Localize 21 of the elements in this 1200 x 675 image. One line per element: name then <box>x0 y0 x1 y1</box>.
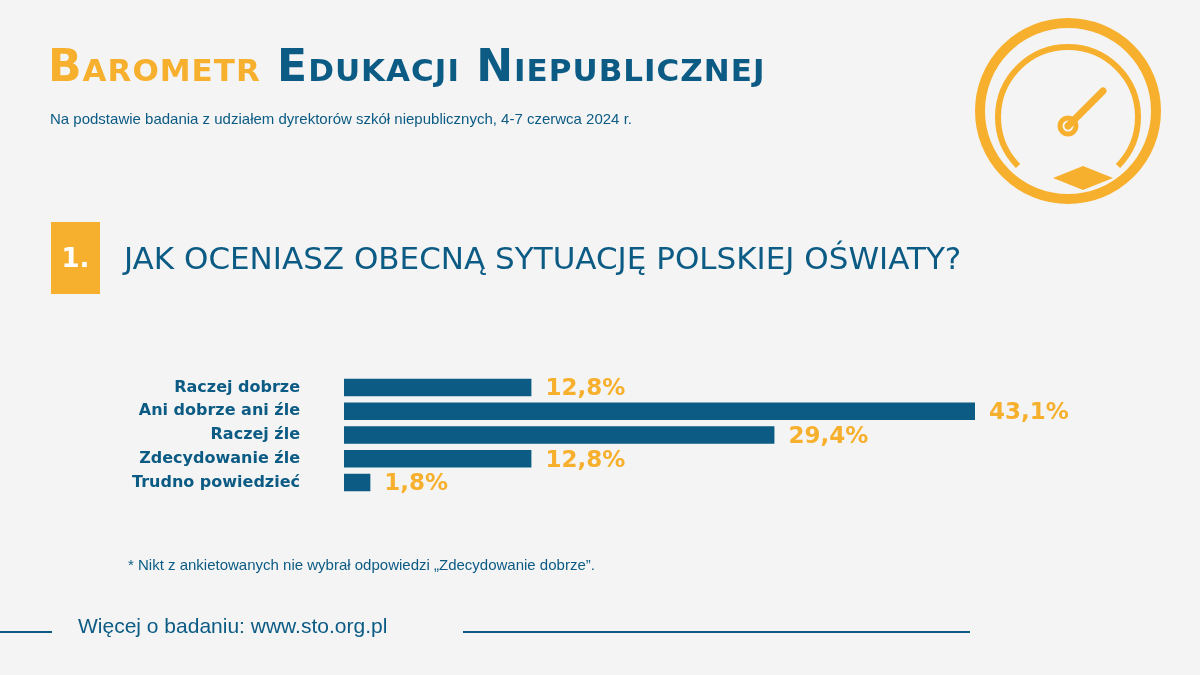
y-tick-label: Trudno powiedzieć <box>132 471 300 491</box>
text: Więcej o badaniu: www.sto.org.pl <box>78 614 388 638</box>
data-label: 12,8% <box>545 374 626 401</box>
bar <box>344 378 532 397</box>
data-label: 1,8% <box>384 469 449 496</box>
y-tick-label: Raczej dobrze <box>174 376 301 396</box>
bar <box>344 473 371 492</box>
bar <box>344 426 775 444</box>
data-label: 12,8% <box>545 445 626 472</box>
y-tick-label: Raczej źle <box>210 424 301 444</box>
chart-subtitle: Na podstawie badania z udziałem dyrektorów szkół niepublicznych, 4-7 czerwca 2024 r. <box>50 110 632 127</box>
text: JAK OCENIASZ OBECNĄ SYTUACJĘ POLSKIEJ OŚWIATY? <box>124 240 962 276</box>
data-label: 43,1% <box>989 398 1069 425</box>
y-tick-label: Zdecydowanie źle <box>139 447 301 467</box>
chart-title: Barometr Edukacji Niepublicznej <box>48 40 766 91</box>
text: 1. <box>51 222 100 294</box>
text: * Nikt z ankietowanych nie wybrał odpowiedzi „Zdecydowanie dobrze”. <box>128 556 595 573</box>
data-label: 29,4% <box>788 421 869 448</box>
bar <box>344 449 532 468</box>
bar <box>344 402 975 421</box>
y-tick-label: Ani dobrze ani źle <box>138 400 301 420</box>
